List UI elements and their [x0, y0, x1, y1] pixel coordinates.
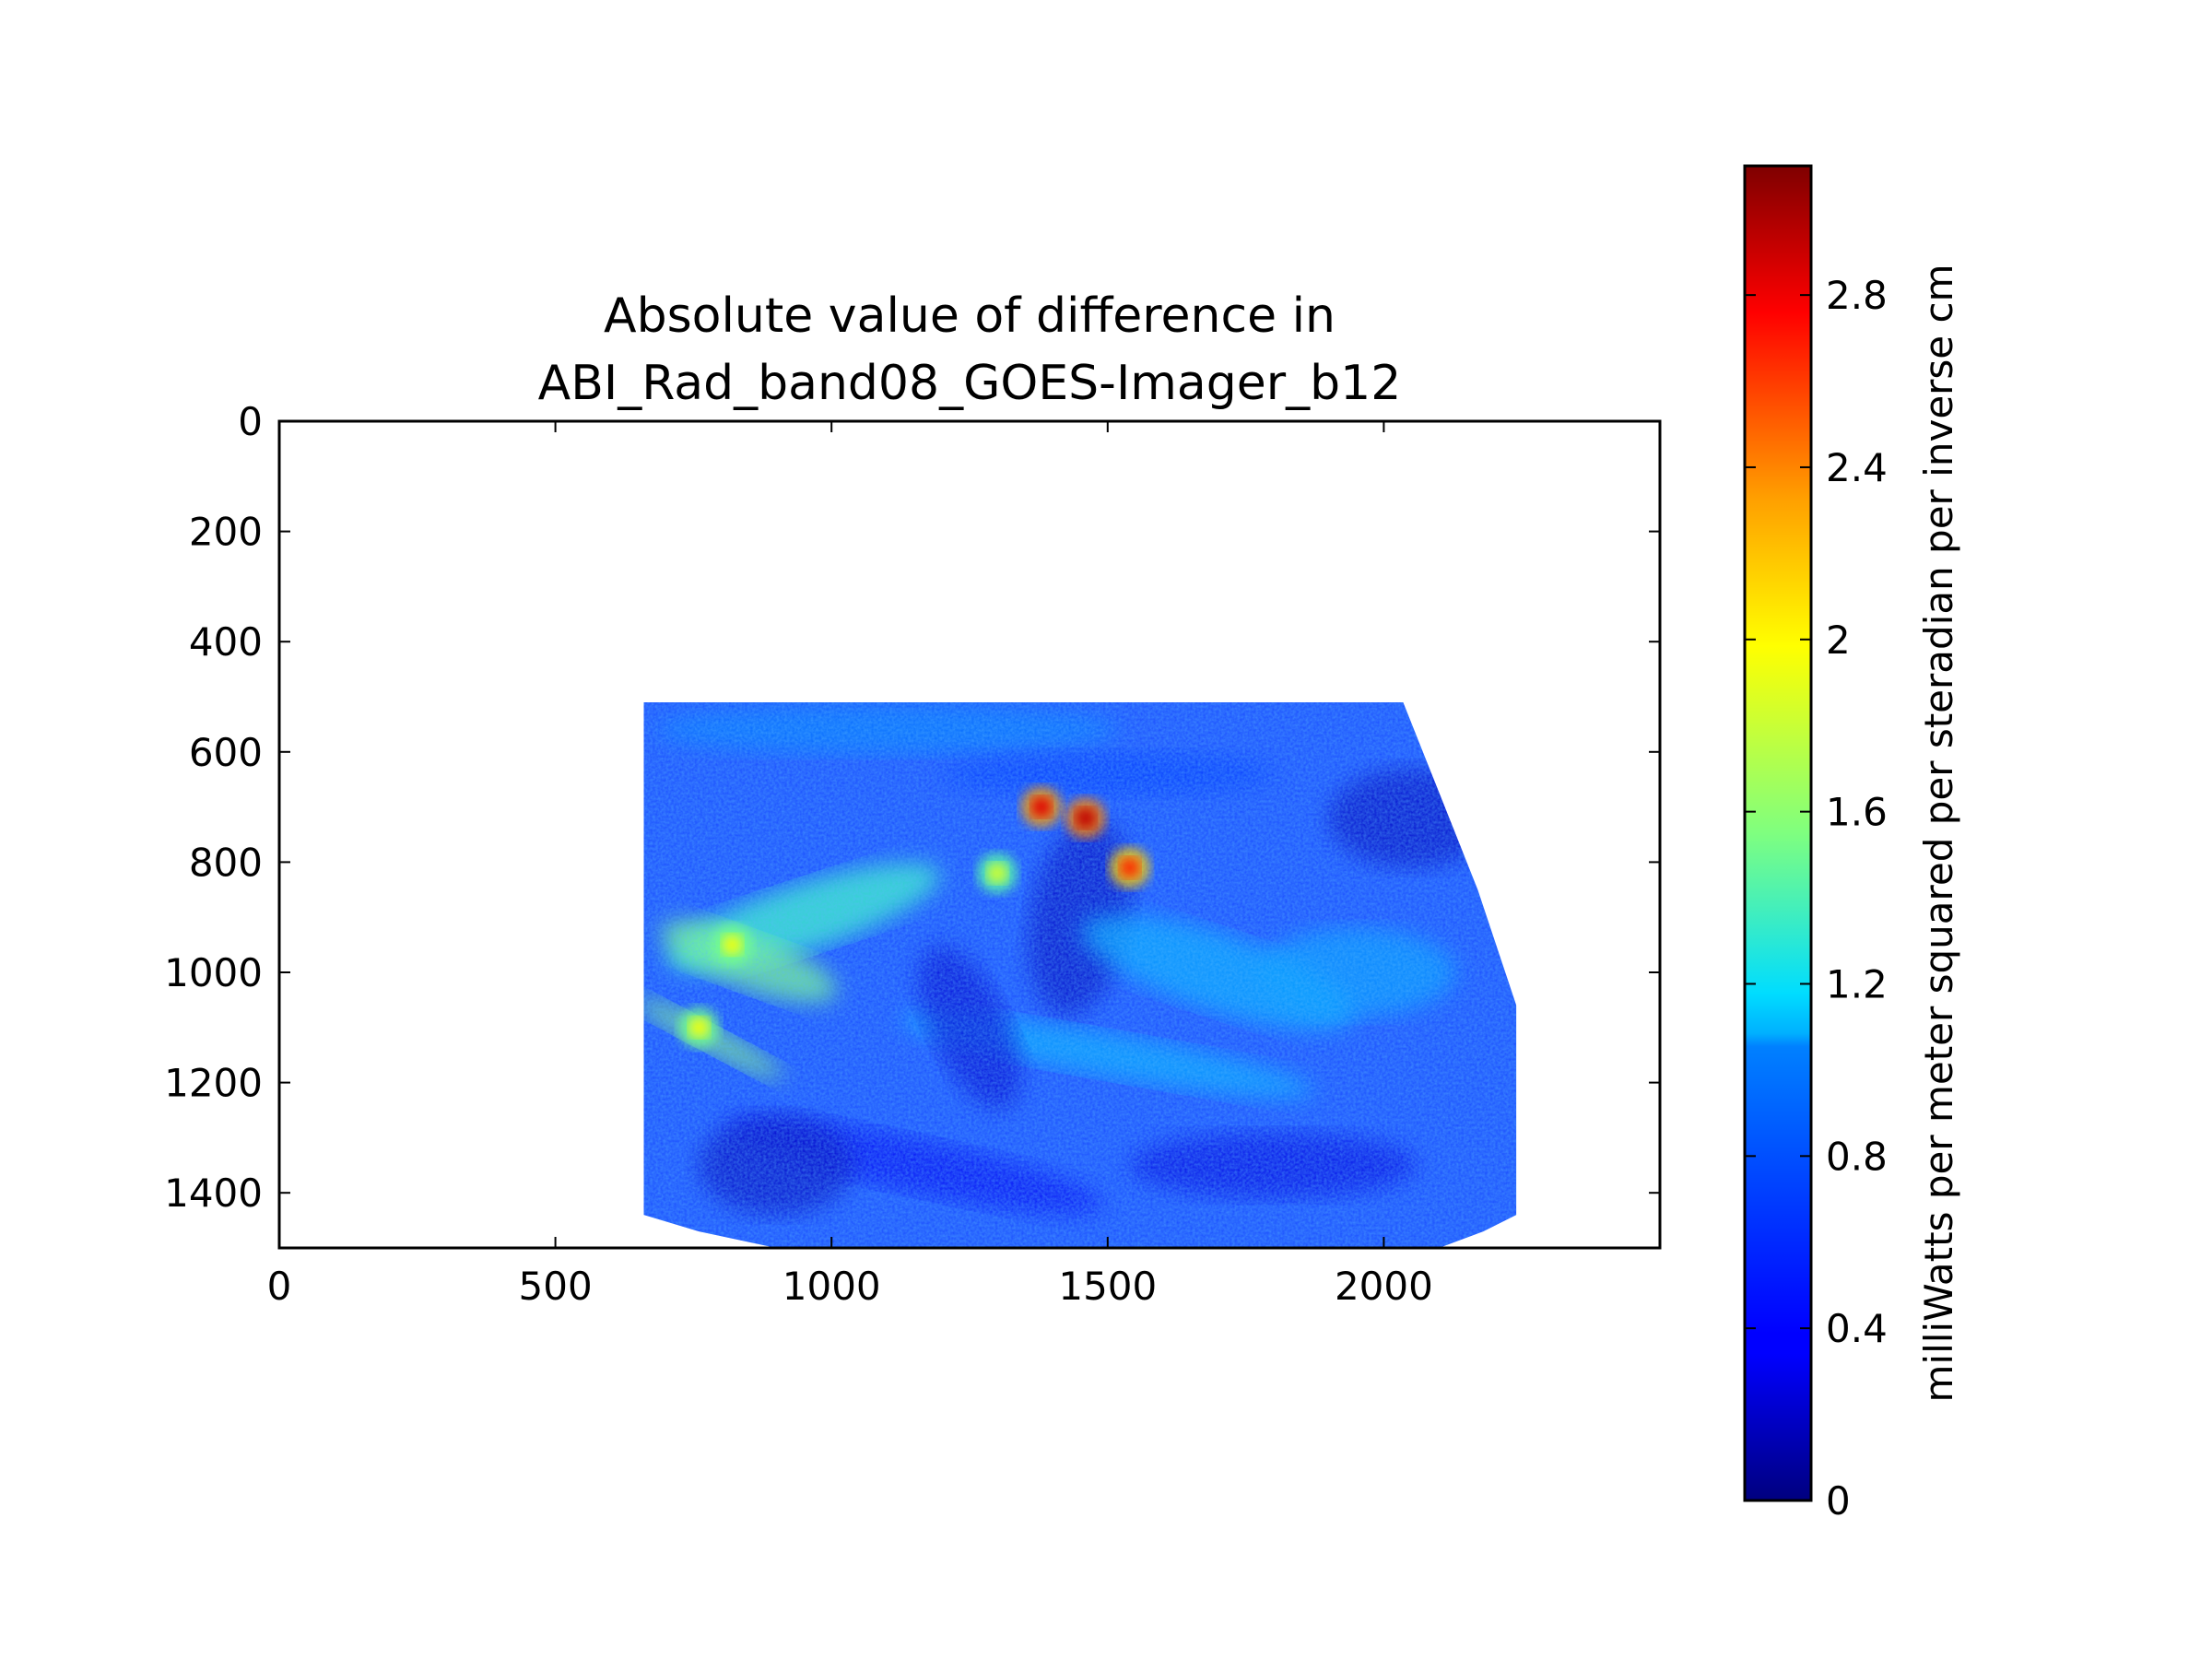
y-tick-label: 800	[189, 840, 263, 885]
colorbar-tick-label: 1.2	[1826, 961, 1888, 1006]
x-tick-label: 0	[267, 1264, 292, 1309]
hot-spot	[1030, 796, 1052, 818]
chart-title-line-2: ABI_Rad_band08_GOES-Imager_b12	[538, 356, 1402, 411]
y-tick-label: 1200	[164, 1061, 263, 1106]
x-tick-label: 1500	[1058, 1264, 1157, 1309]
y-tick-label: 1400	[164, 1171, 263, 1216]
heatmap-image	[643, 702, 1517, 1248]
hot-spot	[1119, 857, 1140, 878]
hot-spot	[1075, 807, 1096, 829]
colorbar-frame	[1743, 164, 1813, 1502]
x-tick-label: 500	[519, 1264, 593, 1309]
colorbar-tick-label: 0.8	[1826, 1134, 1888, 1179]
y-tick-label: 400	[189, 619, 263, 665]
hot-spot	[722, 935, 743, 956]
plot-area: 0 500 1000 1500 2000 0 200 400 600 800 1000 1200 14…	[164, 399, 1662, 1309]
x-axis: 0 500 1000 1500 2000	[267, 421, 1433, 1309]
x-tick-label: 1000	[782, 1264, 881, 1309]
colorbar-tick-label: 0.4	[1826, 1306, 1888, 1351]
hot-spot	[688, 1017, 710, 1038]
x-tick-label: 2000	[1335, 1264, 1433, 1309]
colorbar-tick-label: 2.4	[1826, 445, 1888, 490]
colorbar-tick-label: 0	[1826, 1478, 1851, 1524]
chart-title-line-1: Absolute value of difference in	[604, 288, 1335, 344]
colorbar: 0 0.4 0.8 1.2 1.6 2 2.4 2.8 milliWatts per mete…	[1743, 164, 1961, 1524]
colorbar-tick-label: 2.8	[1826, 273, 1888, 318]
colorbar-tick-label: 2	[1826, 618, 1851, 663]
y-tick-label: 0	[238, 399, 263, 444]
colorbar-gradient	[1745, 166, 1811, 1500]
y-axis: 0 200 400 600 800 1000 1200 1400	[164, 399, 1660, 1216]
colorbar-label: milliWatts per meter squared per steradi…	[1916, 264, 1961, 1402]
hot-spot	[986, 863, 1007, 884]
y-tick-label: 600	[189, 730, 263, 775]
colorbar-tick-label: 1.6	[1826, 790, 1888, 835]
y-tick-label: 1000	[164, 950, 263, 995]
colorbar-ticks: 0 0.4 0.8 1.2 1.6 2 2.4 2.8	[1745, 273, 1888, 1524]
y-tick-label: 200	[189, 510, 263, 555]
axes-frame	[277, 419, 1662, 1250]
